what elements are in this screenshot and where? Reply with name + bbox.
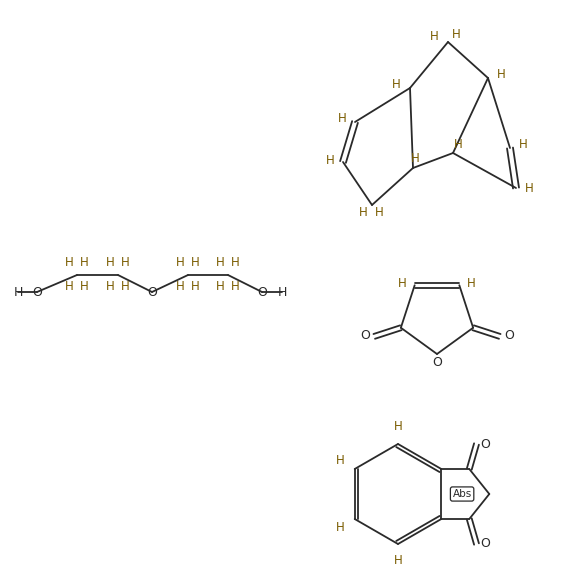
Text: H: H [394, 554, 402, 567]
Text: H: H [326, 154, 335, 167]
Text: H: H [430, 30, 438, 44]
Text: H: H [336, 521, 345, 534]
Text: H: H [454, 138, 463, 150]
Text: H: H [65, 280, 73, 293]
Text: H: H [336, 454, 345, 467]
Text: H: H [525, 182, 534, 195]
Text: O: O [481, 437, 490, 451]
Text: Abs: Abs [453, 489, 472, 499]
Text: H: H [120, 280, 129, 293]
Text: H: H [375, 206, 383, 220]
Text: H: H [106, 280, 114, 293]
Text: H: H [497, 68, 505, 80]
Text: O: O [432, 356, 442, 370]
Text: H: H [451, 29, 460, 41]
Text: H: H [394, 420, 402, 434]
Text: H: H [411, 153, 419, 166]
Text: H: H [176, 280, 184, 293]
Text: H: H [80, 280, 89, 293]
Text: H: H [467, 277, 475, 290]
Text: H: H [80, 257, 89, 269]
Text: O: O [481, 538, 490, 550]
Text: H: H [176, 257, 184, 269]
Text: H: H [277, 286, 286, 298]
Text: H: H [399, 277, 407, 290]
Text: H: H [191, 257, 200, 269]
Text: H: H [215, 257, 224, 269]
Text: H: H [120, 257, 129, 269]
Text: H: H [231, 280, 239, 293]
Text: H: H [392, 79, 400, 92]
Text: O: O [504, 329, 514, 342]
Text: H: H [231, 257, 239, 269]
Text: O: O [147, 286, 157, 298]
Text: H: H [65, 257, 73, 269]
Text: H: H [519, 139, 527, 152]
Text: H: H [191, 280, 200, 293]
Text: O: O [360, 329, 370, 342]
Text: H: H [215, 280, 224, 293]
Text: O: O [32, 286, 42, 298]
Text: H: H [359, 206, 367, 220]
Text: H: H [14, 286, 23, 298]
Text: H: H [106, 257, 114, 269]
Text: O: O [257, 286, 267, 298]
Text: H: H [338, 113, 346, 125]
